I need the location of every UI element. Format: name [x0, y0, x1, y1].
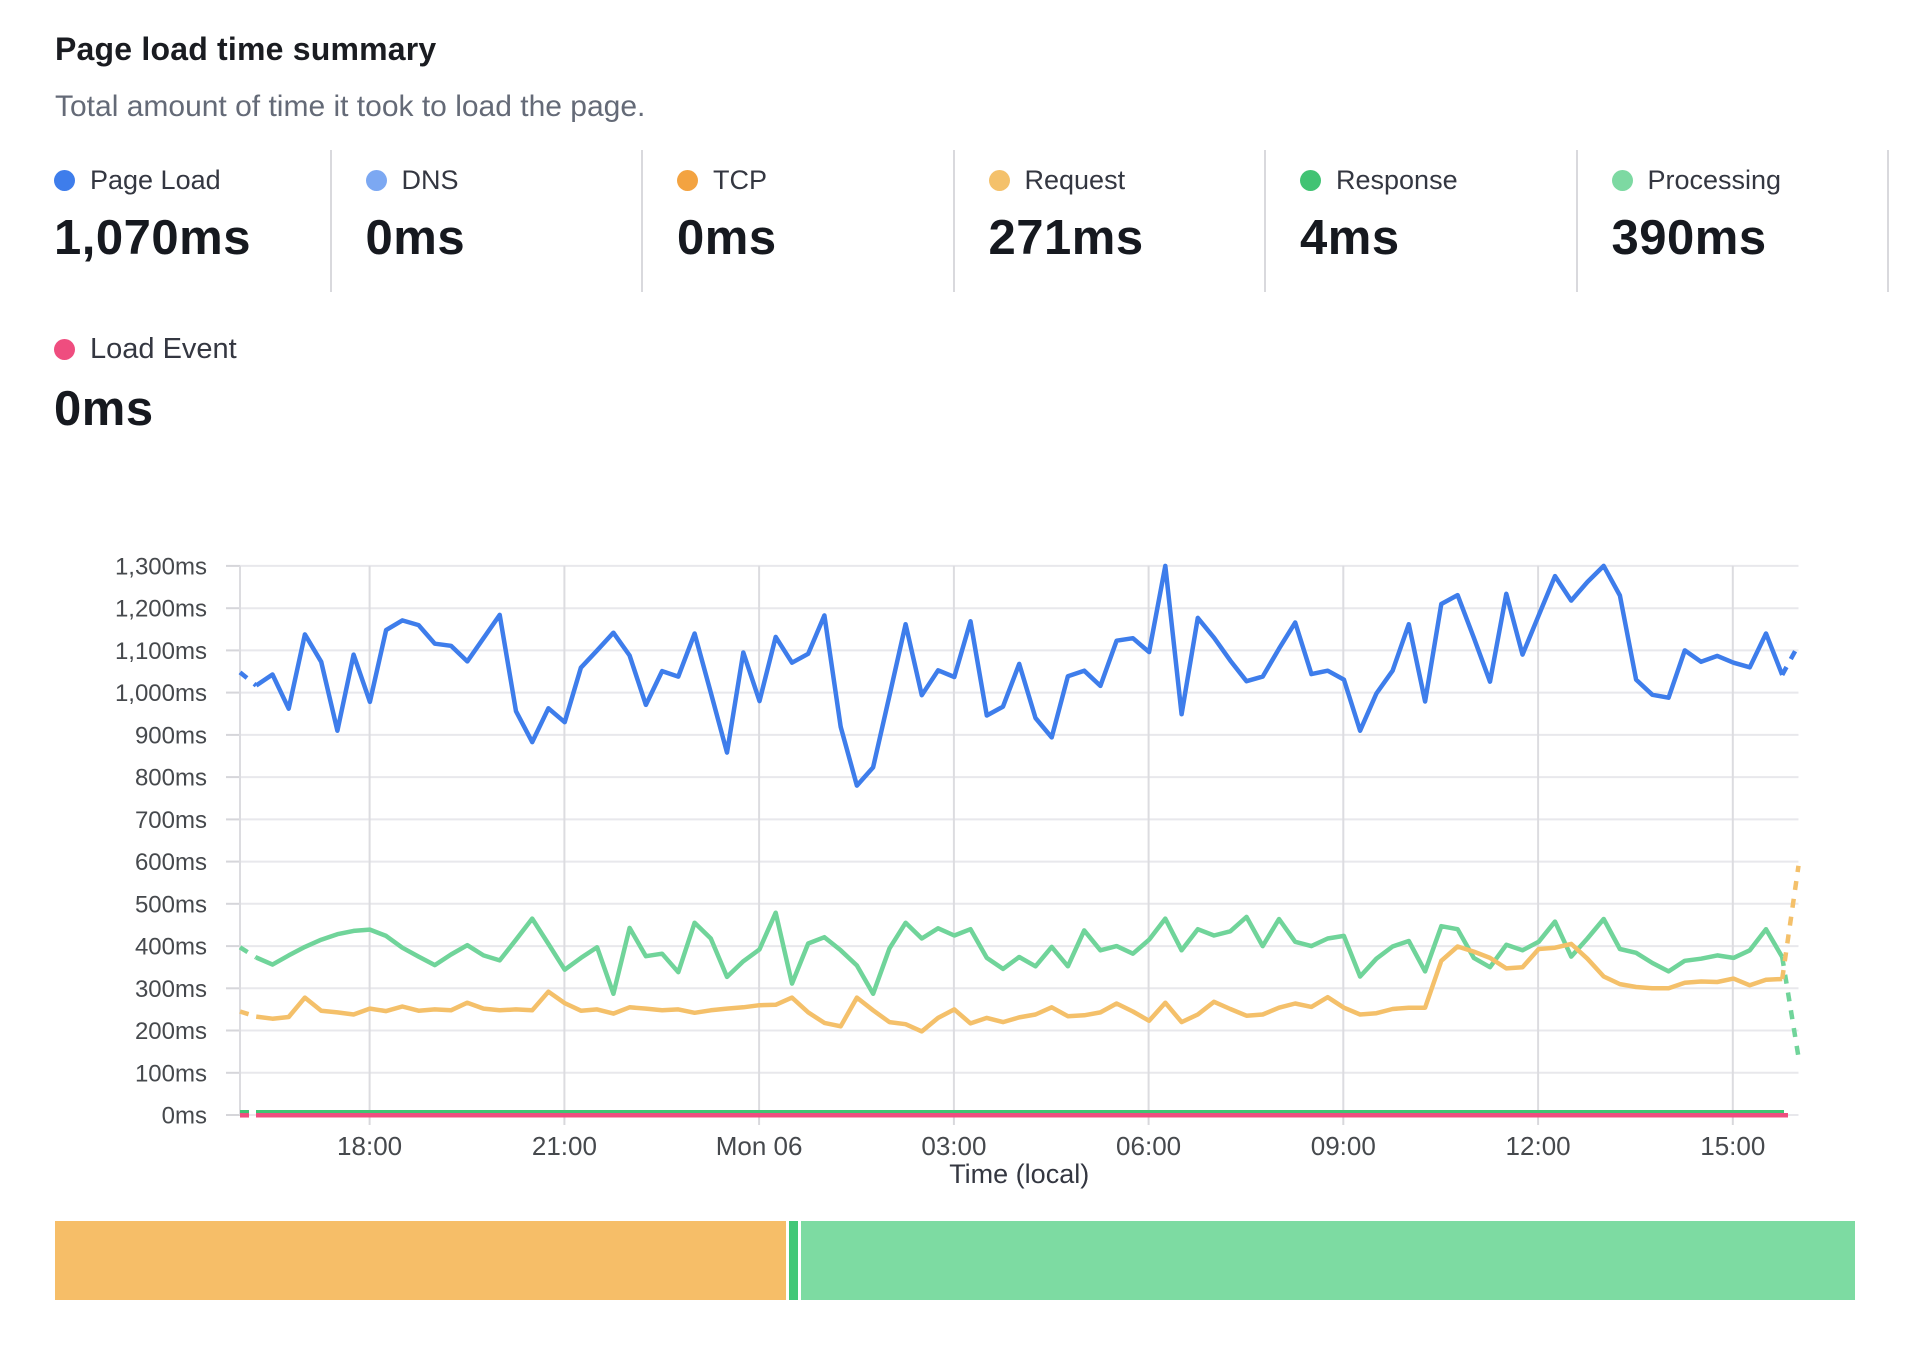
- svg-text:Time (local): Time (local): [949, 1159, 1089, 1189]
- svg-text:12:00: 12:00: [1506, 1131, 1571, 1161]
- svg-text:1,100ms: 1,100ms: [115, 638, 207, 665]
- svg-text:0ms: 0ms: [162, 1103, 207, 1130]
- svg-text:1,300ms: 1,300ms: [115, 553, 207, 580]
- svg-text:500ms: 500ms: [135, 891, 207, 918]
- svg-text:800ms: 800ms: [135, 765, 207, 792]
- svg-text:300ms: 300ms: [135, 976, 207, 1003]
- svg-text:03:00: 03:00: [921, 1131, 986, 1161]
- svg-text:09:00: 09:00: [1311, 1131, 1376, 1161]
- svg-text:400ms: 400ms: [135, 934, 207, 961]
- svg-text:200ms: 200ms: [135, 1018, 207, 1045]
- svg-text:100ms: 100ms: [135, 1060, 207, 1087]
- svg-text:1,200ms: 1,200ms: [115, 596, 207, 623]
- svg-text:700ms: 700ms: [135, 807, 207, 834]
- svg-text:21:00: 21:00: [532, 1131, 597, 1161]
- svg-text:15:00: 15:00: [1700, 1131, 1765, 1161]
- svg-text:1,000ms: 1,000ms: [115, 680, 207, 707]
- svg-text:Mon 06: Mon 06: [716, 1131, 803, 1161]
- svg-text:900ms: 900ms: [135, 722, 207, 749]
- svg-text:06:00: 06:00: [1116, 1131, 1181, 1161]
- svg-text:18:00: 18:00: [337, 1131, 402, 1161]
- svg-text:600ms: 600ms: [135, 849, 207, 876]
